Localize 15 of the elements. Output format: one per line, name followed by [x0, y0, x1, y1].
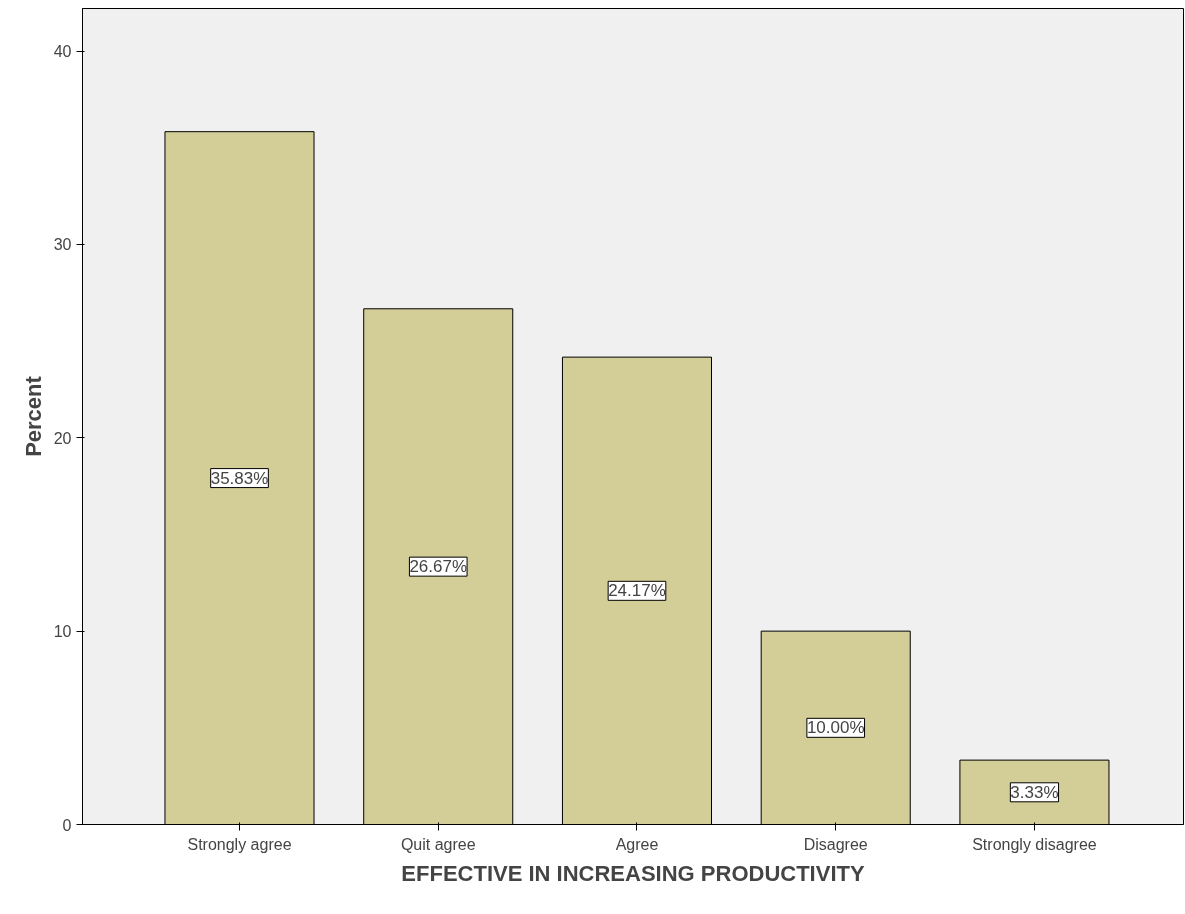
data-label: 3.33% — [1010, 782, 1059, 802]
data-label: 10.00% — [806, 718, 865, 738]
y-tick-label: 0 — [62, 816, 72, 834]
x-axis-title: EFFECTIVE IN INCREASING PRODUCTIVITY — [401, 860, 865, 886]
x-tick-label: Strongly agree — [187, 835, 292, 853]
x-tick-label: Quit agree — [400, 835, 476, 853]
y-tick-label: 10 — [53, 623, 72, 641]
data-label: 35.83% — [210, 468, 269, 488]
x-tick-label: Agree — [615, 835, 659, 853]
y-axis-title: Percent — [20, 375, 46, 457]
y-tick-label: 30 — [53, 236, 72, 254]
x-tick-label: Strongly disagree — [972, 835, 1097, 853]
y-tick-label: 40 — [53, 43, 72, 61]
y-tick-label: 20 — [53, 429, 72, 447]
x-tick-label: Disagree — [803, 835, 868, 853]
